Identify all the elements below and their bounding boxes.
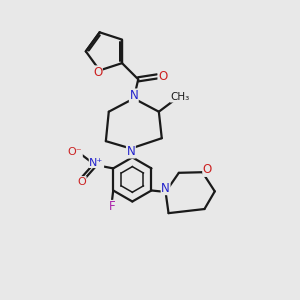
Text: O: O	[158, 70, 167, 83]
Text: N: N	[127, 145, 135, 158]
Text: O⁻: O⁻	[68, 147, 82, 157]
Text: N: N	[129, 89, 138, 102]
Text: O: O	[77, 177, 86, 187]
Text: CH₃: CH₃	[170, 92, 190, 102]
Text: F: F	[108, 200, 115, 214]
Text: O: O	[93, 66, 102, 79]
Text: O: O	[203, 164, 212, 176]
Text: N⁺: N⁺	[89, 158, 103, 167]
Text: N: N	[161, 182, 170, 195]
